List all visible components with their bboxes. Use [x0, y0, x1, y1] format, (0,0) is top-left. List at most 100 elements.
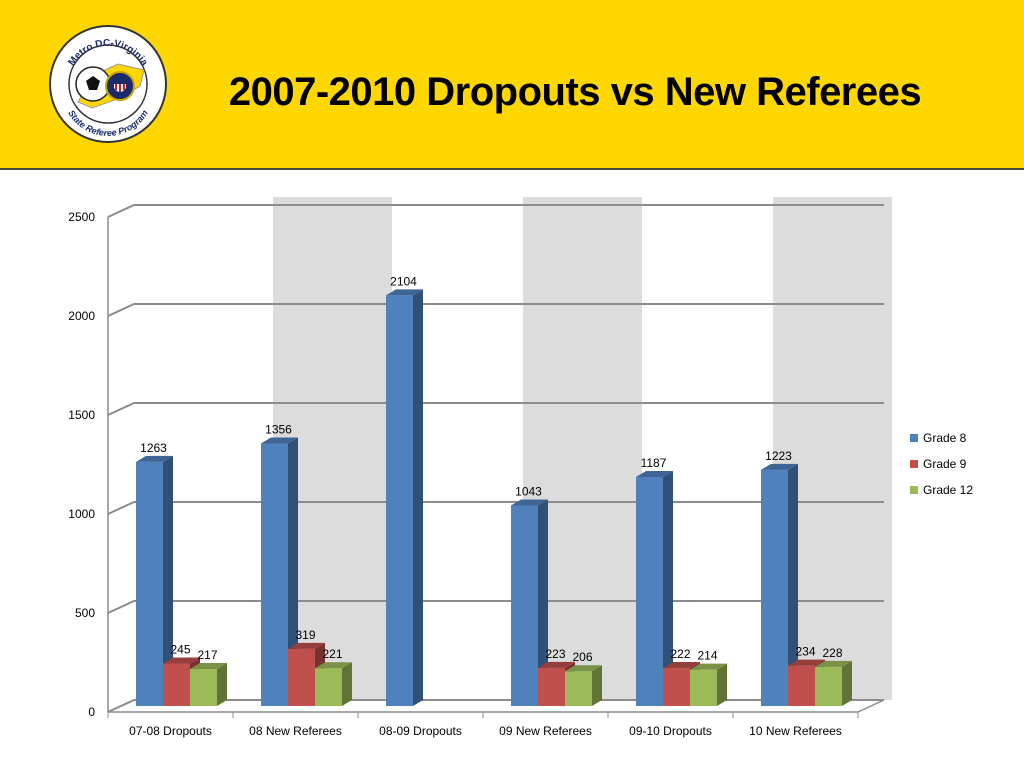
bar-grade-9 — [288, 642, 325, 706]
bar-top — [663, 662, 700, 669]
bar-front — [136, 461, 163, 706]
y-tick-label: 0 — [88, 705, 95, 719]
bar-front — [190, 669, 217, 706]
gridline — [107, 402, 884, 416]
bar-top — [511, 499, 548, 506]
data-label: 1043 — [515, 484, 542, 498]
bar-front — [163, 663, 190, 706]
bar-grade-12 — [315, 662, 352, 706]
bar-side — [288, 437, 298, 706]
bar-side — [663, 470, 673, 706]
data-label: 2104 — [390, 274, 417, 288]
bar-top — [636, 470, 673, 477]
data-label: 222 — [670, 647, 690, 661]
x-tick-label: 08-09 Dropouts — [379, 724, 462, 738]
bar-grade-8 — [761, 463, 798, 706]
gridline — [107, 600, 884, 614]
legend-swatch — [910, 434, 918, 442]
gridline — [107, 699, 884, 713]
bar-top — [538, 661, 575, 668]
data-labels: 1263 245 217 1356 319 221 2104 1043 223 206 1187 22… — [140, 274, 843, 664]
bar-grade-8 — [511, 499, 548, 706]
data-label: 1263 — [140, 441, 167, 455]
floor-right-edge — [857, 699, 885, 713]
bar-front — [761, 469, 788, 706]
gridline — [107, 204, 884, 218]
bar-front — [815, 666, 842, 706]
y-tick-label: 2000 — [68, 309, 95, 323]
bar-side — [788, 463, 798, 706]
bar-side — [842, 660, 852, 706]
data-label: 245 — [170, 642, 190, 656]
bar-grade-12 — [690, 663, 727, 706]
legend: Grade 8 Grade 9 Grade 12 — [910, 431, 973, 497]
category-bands — [273, 197, 892, 700]
y-tick-label: 500 — [75, 606, 95, 620]
data-label: 1187 — [641, 456, 667, 470]
bar-top — [386, 289, 423, 296]
referee-program-logo: Metro DC-Virginia State Referee Program — [49, 25, 167, 143]
bar-front — [565, 671, 592, 706]
bar-grade-8 — [636, 470, 673, 706]
y-tick-label: 2500 — [68, 210, 95, 224]
bar-front — [663, 668, 690, 706]
data-label: 223 — [545, 647, 565, 661]
bar-top — [261, 437, 298, 444]
bar-side — [217, 663, 227, 706]
bar-top — [690, 663, 727, 670]
bar-top — [288, 642, 325, 649]
bar-top — [163, 657, 200, 664]
legend-entry: Grade 12 — [923, 483, 973, 497]
data-label: 217 — [197, 648, 217, 662]
bar-grade-12 — [815, 660, 852, 706]
x-tick-label: 07-08 Dropouts — [129, 724, 212, 738]
x-tick-label: 10 New Referees — [749, 724, 842, 738]
bar-front — [690, 669, 717, 706]
x-tick-label: 09-10 Dropouts — [629, 724, 712, 738]
bar-grade-8 — [386, 289, 423, 706]
bar-grade-8 — [136, 455, 173, 706]
data-label: 1356 — [265, 423, 292, 437]
x-tick-label: 08 New Referees — [249, 724, 342, 738]
bar-top — [190, 663, 227, 670]
x-axis: 07-08 Dropouts 08 New Referees 08-09 Dropo… — [107, 712, 859, 738]
data-label: 206 — [572, 650, 592, 664]
bar-front — [261, 443, 288, 706]
slide-title: 2007-2010 Dropouts vs New Referees — [228, 70, 922, 114]
bar-chart: 0 500 1000 1500 2000 2500 1263 245 217 1356 319 22… — [68, 197, 973, 738]
bar-top — [788, 659, 825, 666]
data-label: 1223 — [765, 449, 792, 463]
bar-front — [288, 648, 315, 706]
gridline — [107, 501, 884, 515]
bar-side — [163, 455, 173, 706]
bar-side — [342, 662, 352, 706]
x-tick-label: 09 New Referees — [499, 724, 592, 738]
bar-side — [717, 663, 727, 706]
bars — [136, 289, 852, 706]
y-tick-label: 1000 — [68, 507, 95, 521]
bar-side — [592, 665, 602, 706]
bar-top — [315, 662, 352, 669]
gridline — [107, 303, 884, 317]
y-tick-label: 1500 — [68, 408, 95, 422]
bar-front — [511, 505, 538, 706]
data-label: 319 — [295, 628, 315, 642]
bar-grade-8 — [261, 437, 298, 706]
legend-entry: Grade 8 — [923, 431, 967, 445]
data-label: 234 — [795, 645, 815, 659]
legend-swatch — [910, 486, 918, 494]
bar-front — [636, 476, 663, 706]
bar-side — [413, 289, 423, 706]
y-axis-ticks: 0 500 1000 1500 2000 2500 — [68, 210, 95, 719]
data-label: 228 — [822, 646, 842, 660]
bar-top — [136, 455, 173, 462]
bar-front — [386, 295, 413, 706]
bar-front — [538, 667, 565, 706]
bar-top — [761, 463, 798, 470]
bar-front — [315, 668, 342, 706]
bar-grade-12 — [190, 663, 227, 706]
data-label: 221 — [322, 647, 342, 661]
legend-entry: Grade 9 — [923, 457, 967, 471]
bar-top — [815, 660, 852, 667]
bar-side — [538, 499, 548, 706]
